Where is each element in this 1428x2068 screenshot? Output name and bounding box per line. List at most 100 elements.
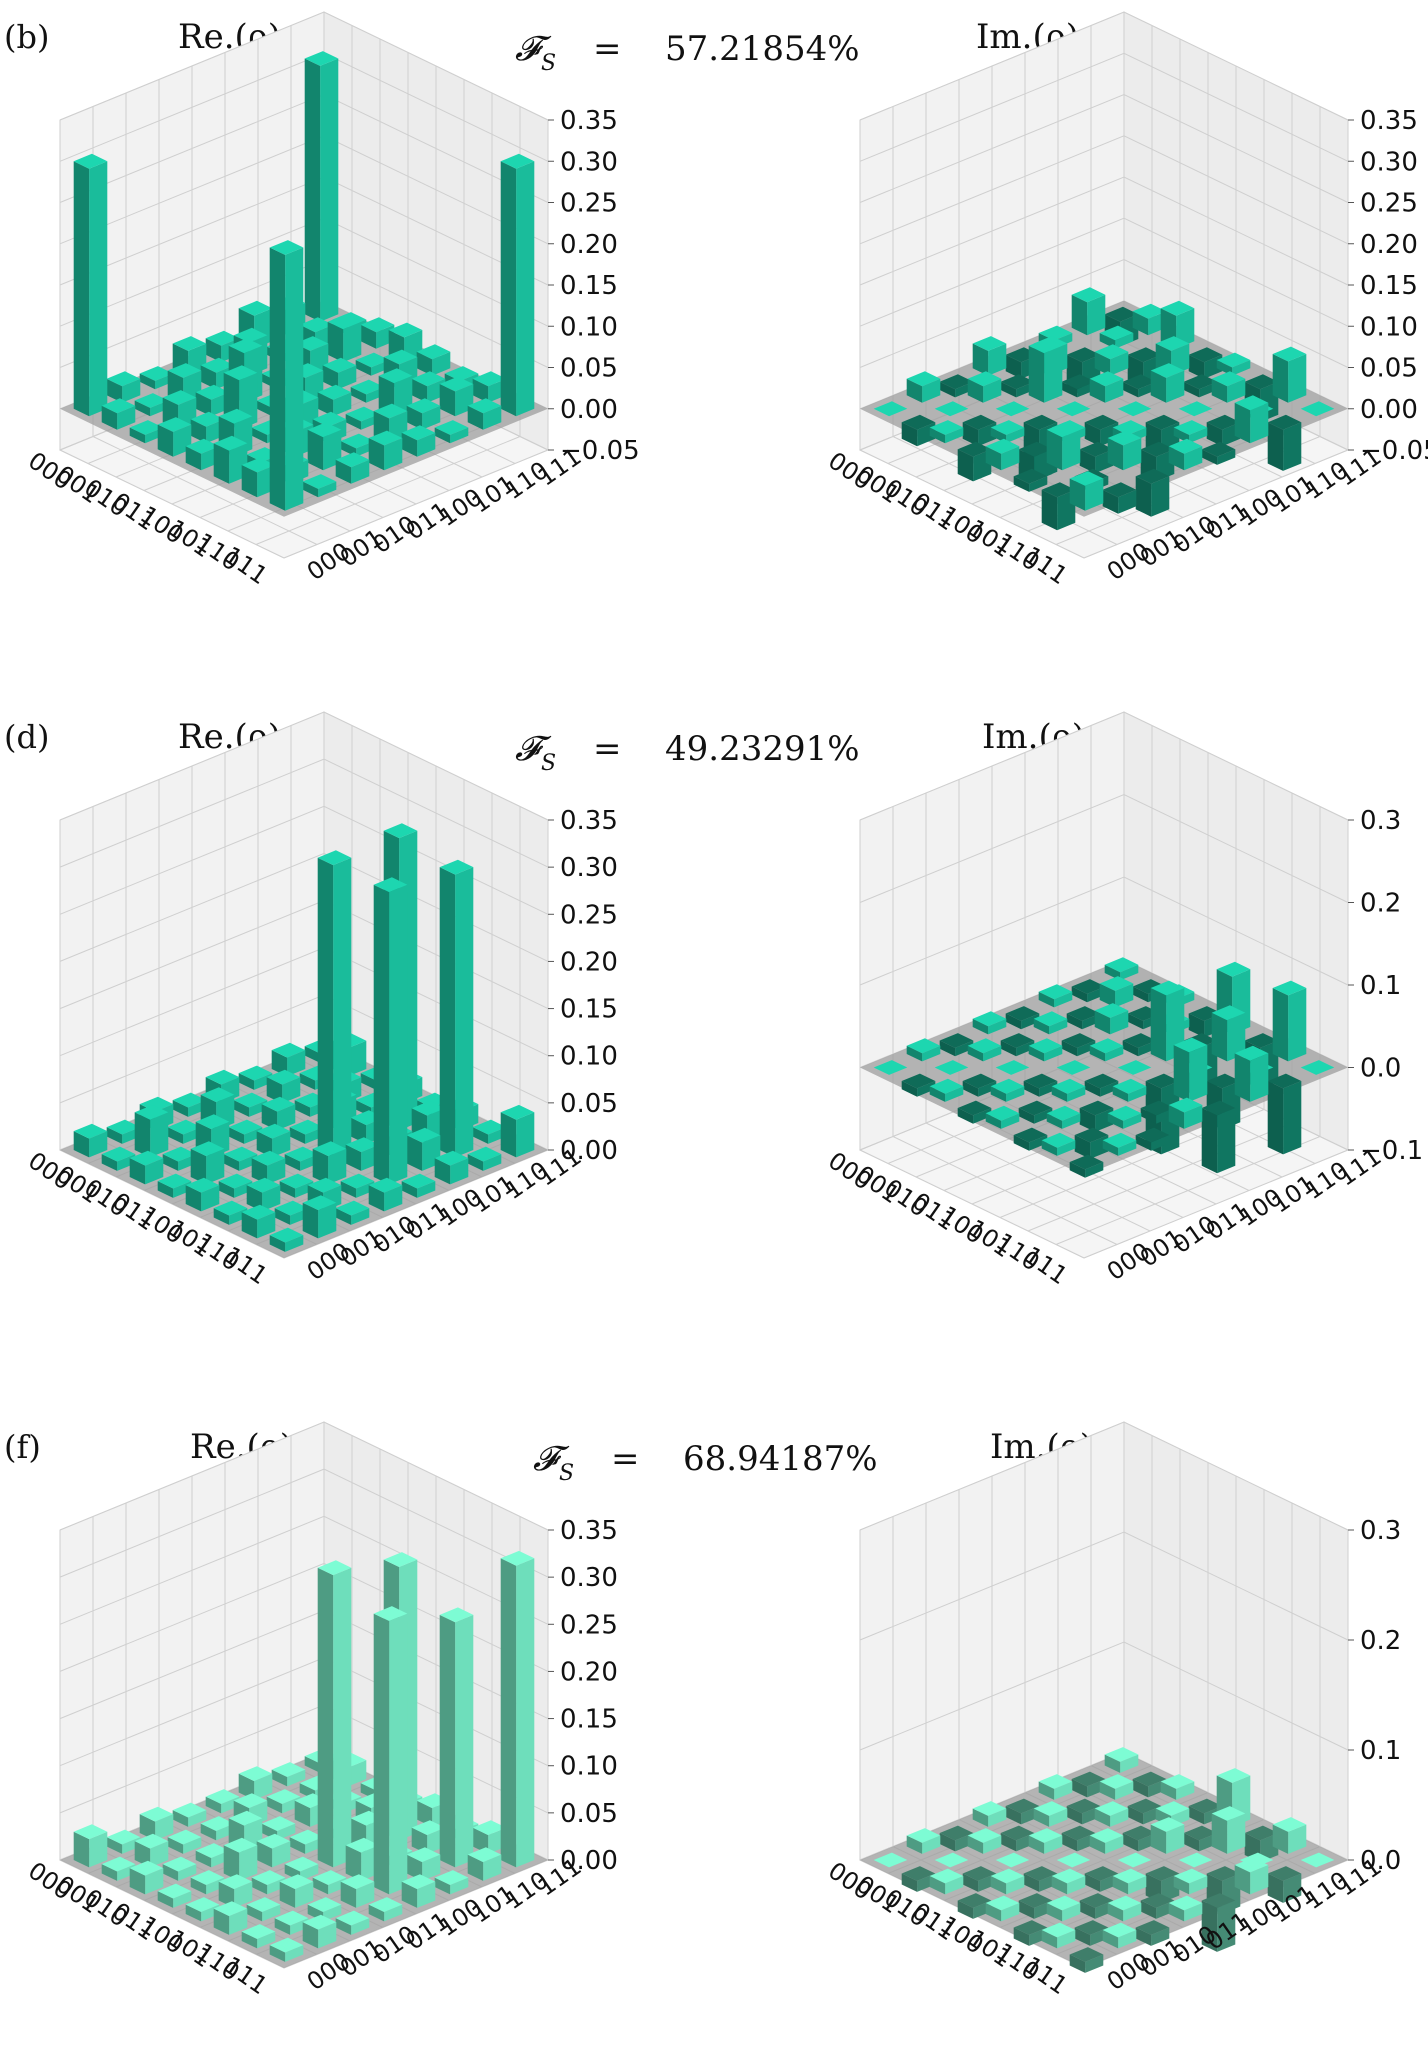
z-tick-label: 0.3 xyxy=(1360,806,1401,836)
bar-111-100 xyxy=(401,1173,436,1198)
bar-000-000 xyxy=(73,1123,108,1158)
bar-100-010 xyxy=(251,1150,286,1185)
bar-100-001 xyxy=(218,1874,253,1908)
z-tick-label: −0.05 xyxy=(1360,436,1428,466)
bar-010-101 xyxy=(1094,344,1129,376)
bar-101-101 xyxy=(1178,401,1213,417)
bar-111-101 xyxy=(1234,1857,1269,1895)
bar-011-100 xyxy=(1089,371,1124,403)
z-tick-label: 0.1 xyxy=(1360,971,1401,1001)
bar-111-110 xyxy=(1267,1073,1302,1155)
z-tick-label: 0.35 xyxy=(560,1516,618,1546)
bar-010-000 xyxy=(129,1860,164,1895)
z-tick-label: −0.1 xyxy=(1360,1136,1423,1166)
bar-110-000 xyxy=(241,1204,276,1239)
bar-111-101 xyxy=(1234,395,1269,444)
z-tick-label: 0.30 xyxy=(1360,147,1418,177)
figure-row-2: (f) 𝓕 S = 68.94187%Re.(ρ)0.350.300.250.200.1… xyxy=(4,1421,1401,2000)
bar-111-000 xyxy=(269,240,304,511)
bar-001-010 xyxy=(967,1038,1002,1062)
bar-110-100 xyxy=(1173,1037,1208,1102)
bar-000-011 xyxy=(172,1802,207,1827)
z-tick-label: 0.30 xyxy=(560,147,618,177)
bar-111-011 xyxy=(368,1897,403,1922)
bar-111-000 xyxy=(269,1937,304,1962)
bar-100-011 xyxy=(1084,1073,1119,1097)
z-tick-label: 0.20 xyxy=(560,1657,618,1687)
z-tick-label: 0.35 xyxy=(560,806,618,836)
bar-001-011 xyxy=(1000,1033,1035,1057)
bar-101-110 xyxy=(1211,1005,1246,1062)
bar-001-100 xyxy=(1033,1801,1068,1827)
z-axis: 0.35 0.30 0.25 0.20 0.15 0.10 0.05 0.00 xyxy=(548,1516,618,1876)
bar-001-101 xyxy=(266,1069,301,1104)
bar-011-100 xyxy=(1089,1828,1124,1854)
bar-101-100 xyxy=(1145,1866,1180,1903)
z-tick-label: 0.30 xyxy=(560,1563,618,1593)
bar-111-101 xyxy=(1234,1045,1269,1102)
bar-110-111 xyxy=(1272,980,1307,1062)
bar-110-111 xyxy=(1272,1817,1307,1854)
z-tick-label: 0.10 xyxy=(560,1042,618,1072)
bar-001-100 xyxy=(1033,1011,1068,1035)
bar-100-000 xyxy=(985,1895,1020,1922)
z-tick-label: 0.25 xyxy=(560,189,618,219)
bar-100-101 xyxy=(1150,363,1185,403)
bar-101-010 xyxy=(1079,1100,1114,1132)
bar-010-100 xyxy=(261,1096,296,1131)
bar-001-110 xyxy=(1099,325,1134,349)
bar-100-100 xyxy=(1117,1060,1152,1075)
bar-100-001 xyxy=(1018,1100,1053,1124)
z-axis: 0.3 0.2 0.1 0.0 −0.1 xyxy=(1348,806,1423,1166)
bar-100-000 xyxy=(985,438,1020,471)
z-tick-label: 0.20 xyxy=(1360,230,1418,260)
bar-010-001 xyxy=(162,1856,197,1881)
bar-101-001 xyxy=(246,1897,281,1922)
z-tick-label: 0.25 xyxy=(1360,189,1418,219)
bar-111-100 xyxy=(1201,441,1236,465)
bar-001-000 xyxy=(101,398,136,430)
bar-110-010 xyxy=(1107,1105,1142,1129)
bar-111-110 xyxy=(1267,414,1302,471)
bars xyxy=(873,287,1335,531)
bar-100-100 xyxy=(317,1560,352,1868)
bar-010-011 xyxy=(1028,1828,1063,1854)
bar-110-101 xyxy=(406,1847,441,1881)
bar-111-001 xyxy=(302,474,337,498)
bar-000-000 xyxy=(73,1824,108,1868)
bar-111-110 xyxy=(1267,1866,1302,1903)
bar-000-111 xyxy=(1104,957,1139,981)
bar-101-001 xyxy=(1046,422,1081,471)
z-axis: 0.35 0.30 0.25 0.20 0.15 0.10 0.05 0.00 xyxy=(548,806,618,1166)
bar-110-011 xyxy=(340,1874,375,1908)
fidelity-value: 57.21854% xyxy=(665,29,860,69)
imag-part-chart: Im.(ρ)0.30.20.10.00000010100111001011101… xyxy=(823,1421,1401,2000)
bar-011-100 xyxy=(1089,1038,1124,1062)
bar-010-000 xyxy=(129,1150,164,1185)
bar-111-011 xyxy=(368,430,403,471)
z-tick-label: 0.25 xyxy=(560,1610,618,1640)
z-tick-label: 0.0 xyxy=(1360,1054,1401,1084)
bar-100-101 xyxy=(1150,1817,1185,1854)
bar-000-111 xyxy=(1104,1747,1139,1773)
bar-000-100 xyxy=(1005,1006,1040,1030)
bar-000-011 xyxy=(972,1801,1007,1827)
bar-000-000 xyxy=(873,401,908,417)
z-tick-label: 0.2 xyxy=(1360,1626,1401,1656)
bar-111-101 xyxy=(434,420,469,444)
bar-111-111 xyxy=(500,153,535,417)
z-tick-label: 0.35 xyxy=(1360,106,1418,136)
z-tick-label: 0.10 xyxy=(560,312,618,342)
bar-111-001 xyxy=(302,1914,337,1949)
bar-011-011 xyxy=(256,1123,291,1158)
bar-111-000 xyxy=(269,1227,304,1252)
z-tick-label: 0.15 xyxy=(560,995,618,1025)
bar-111-010 xyxy=(335,1910,370,1935)
z-tick-label: 0.3 xyxy=(1360,1516,1401,1546)
bar-011-010 xyxy=(1023,1073,1058,1097)
bar-100-010 xyxy=(1051,1868,1086,1895)
bar-111-111 xyxy=(1300,401,1335,417)
z-tick-label: 0.00 xyxy=(560,1846,618,1876)
bar-111-100 xyxy=(401,1874,436,1908)
